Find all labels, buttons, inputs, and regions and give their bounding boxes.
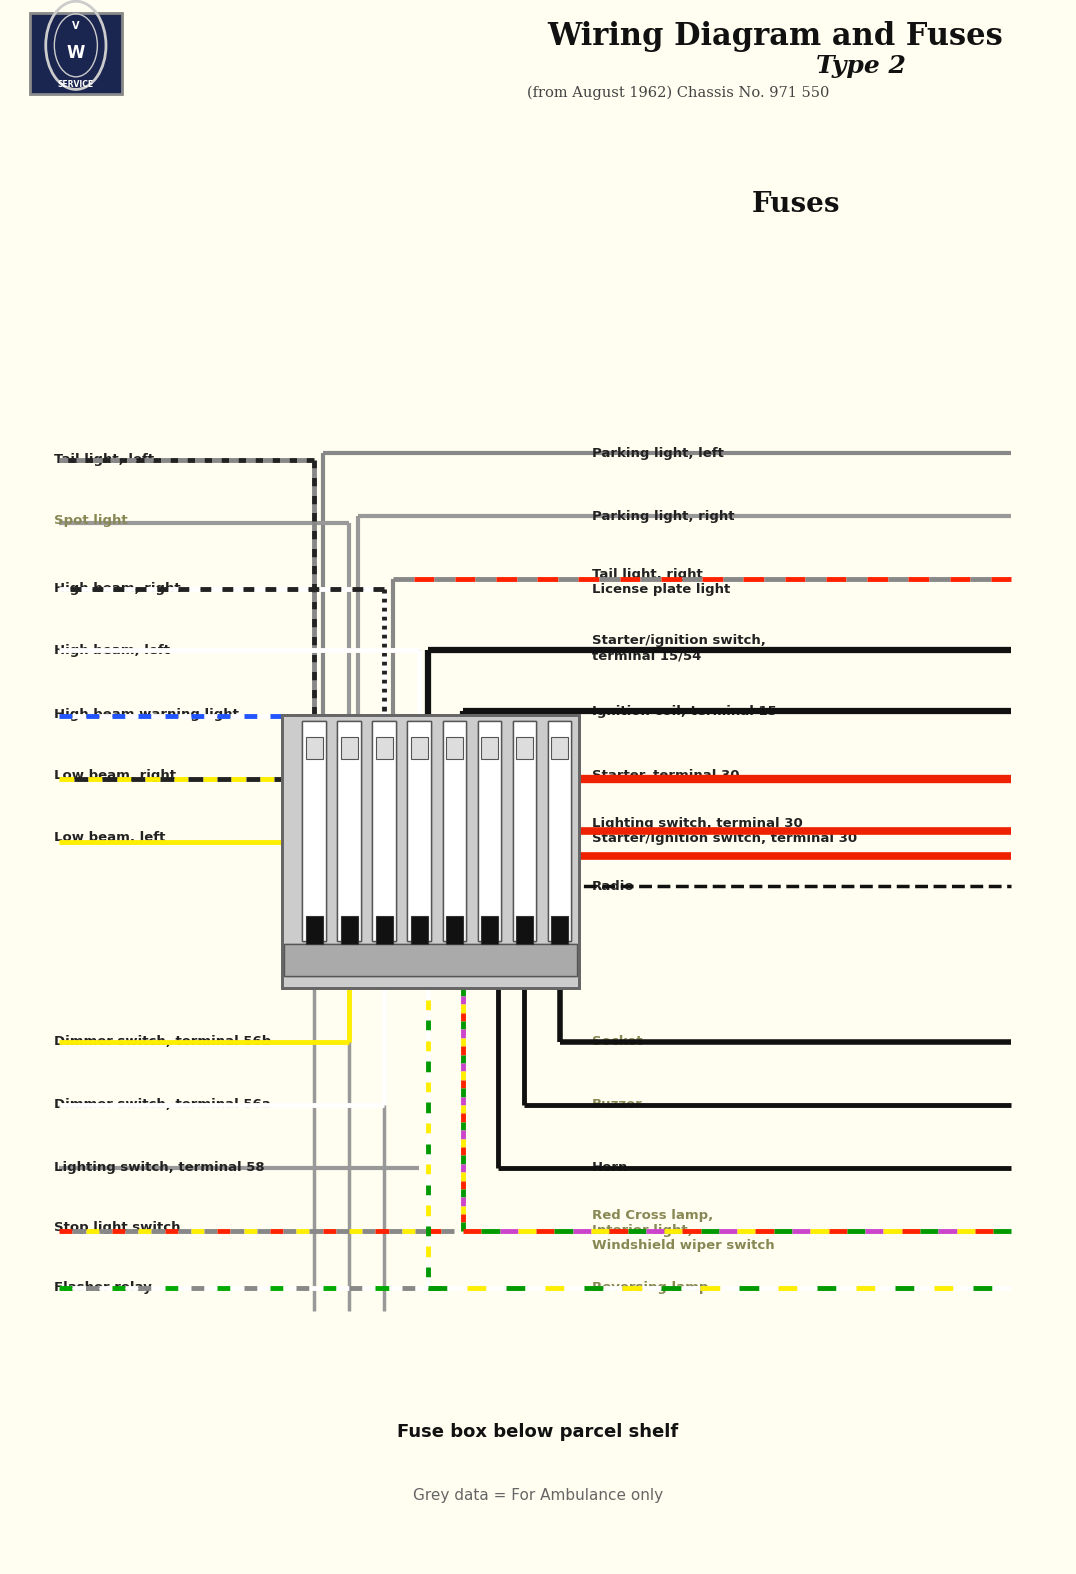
Bar — [515, 737, 533, 759]
Text: Horn: Horn — [592, 1162, 628, 1174]
Bar — [445, 737, 463, 759]
Bar — [445, 916, 463, 944]
Text: Socket: Socket — [592, 1036, 642, 1048]
Text: (from August 1962) Chassis No. 971 550: (from August 1962) Chassis No. 971 550 — [526, 85, 830, 101]
Bar — [341, 737, 358, 759]
Bar — [478, 721, 501, 941]
Text: Wiring Diagram and Fuses: Wiring Diagram and Fuses — [547, 20, 1003, 52]
Bar — [411, 916, 428, 944]
Bar — [481, 916, 498, 944]
Text: Low beam, left: Low beam, left — [54, 831, 166, 844]
Bar — [408, 721, 431, 941]
Bar — [284, 944, 577, 976]
Text: Starter/ignition switch,
terminal 15/54: Starter/ignition switch, terminal 15/54 — [592, 634, 766, 663]
Bar — [306, 737, 323, 759]
Text: Buzzer: Buzzer — [592, 1099, 642, 1111]
Text: W: W — [67, 44, 85, 63]
Bar — [341, 916, 358, 944]
Text: Lighting switch, terminal 58: Lighting switch, terminal 58 — [54, 1162, 265, 1174]
Bar — [372, 721, 396, 941]
Text: Red Cross lamp,
Interior light,
Windshield wiper switch: Red Cross lamp, Interior light, Windshie… — [592, 1209, 775, 1253]
Bar — [548, 721, 571, 941]
Text: Flasher relay: Flasher relay — [54, 1281, 152, 1294]
Text: Reversing lamp: Reversing lamp — [592, 1281, 708, 1294]
Bar — [442, 721, 466, 941]
Text: Parking light, left: Parking light, left — [592, 447, 724, 460]
Text: Parking light, right: Parking light, right — [592, 510, 734, 523]
Bar — [376, 916, 393, 944]
Bar — [341, 737, 358, 759]
Bar — [478, 721, 501, 941]
Bar — [551, 916, 568, 944]
Bar — [408, 721, 431, 941]
Bar — [376, 737, 393, 759]
Bar — [302, 721, 326, 941]
Text: Tail light, left: Tail light, left — [54, 453, 154, 466]
Bar — [338, 721, 362, 941]
Text: Low beam, right: Low beam, right — [54, 770, 175, 782]
Bar — [306, 737, 323, 759]
Text: V: V — [72, 22, 80, 31]
Text: Starter, terminal 30: Starter, terminal 30 — [592, 770, 739, 782]
Bar — [30, 13, 122, 94]
Bar — [306, 916, 323, 944]
Text: Tail light, right
License plate light: Tail light, right License plate light — [592, 568, 730, 597]
Bar — [445, 737, 463, 759]
Text: Fuse box below parcel shelf: Fuse box below parcel shelf — [397, 1423, 679, 1442]
Text: SERVICE: SERVICE — [58, 80, 94, 90]
Text: Spot light: Spot light — [54, 515, 127, 527]
Bar — [551, 737, 568, 759]
Text: Grey data = For Ambulance only: Grey data = For Ambulance only — [413, 1487, 663, 1503]
Bar — [411, 916, 428, 944]
Text: Stop light switch: Stop light switch — [54, 1221, 181, 1234]
Text: Radio: Radio — [592, 880, 635, 892]
Bar — [481, 737, 498, 759]
Bar — [515, 916, 533, 944]
Bar — [411, 737, 428, 759]
Bar — [512, 721, 536, 941]
Bar — [282, 715, 579, 988]
Bar — [338, 721, 362, 941]
Bar — [548, 721, 571, 941]
Text: Ignition coil, terminal 15: Ignition coil, terminal 15 — [592, 705, 777, 718]
Text: Dimmer switch, terminal 56b: Dimmer switch, terminal 56b — [54, 1036, 271, 1048]
Bar — [551, 737, 568, 759]
Bar — [302, 721, 326, 941]
Bar — [341, 916, 358, 944]
Bar — [512, 721, 536, 941]
Bar — [442, 721, 466, 941]
Bar — [282, 715, 579, 988]
Bar — [481, 737, 498, 759]
Text: Fuses: Fuses — [752, 190, 840, 219]
Bar — [306, 916, 323, 944]
Text: Dimmer switch, terminal 56a: Dimmer switch, terminal 56a — [54, 1099, 270, 1111]
Bar — [551, 916, 568, 944]
Bar — [515, 916, 533, 944]
Text: High beam, right: High beam, right — [54, 582, 181, 595]
Bar — [411, 737, 428, 759]
Text: High beam warning light: High beam warning light — [54, 708, 239, 721]
Bar — [445, 916, 463, 944]
Bar — [372, 721, 396, 941]
Text: Lighting switch, terminal 30
Starter/Ignition switch, terminal 30: Lighting switch, terminal 30 Starter/Ign… — [592, 817, 856, 845]
Bar — [376, 916, 393, 944]
Bar — [376, 737, 393, 759]
Text: Type 2: Type 2 — [816, 54, 906, 79]
Bar — [515, 737, 533, 759]
Bar — [481, 916, 498, 944]
Bar — [284, 944, 577, 976]
Text: High beam, left: High beam, left — [54, 644, 170, 656]
